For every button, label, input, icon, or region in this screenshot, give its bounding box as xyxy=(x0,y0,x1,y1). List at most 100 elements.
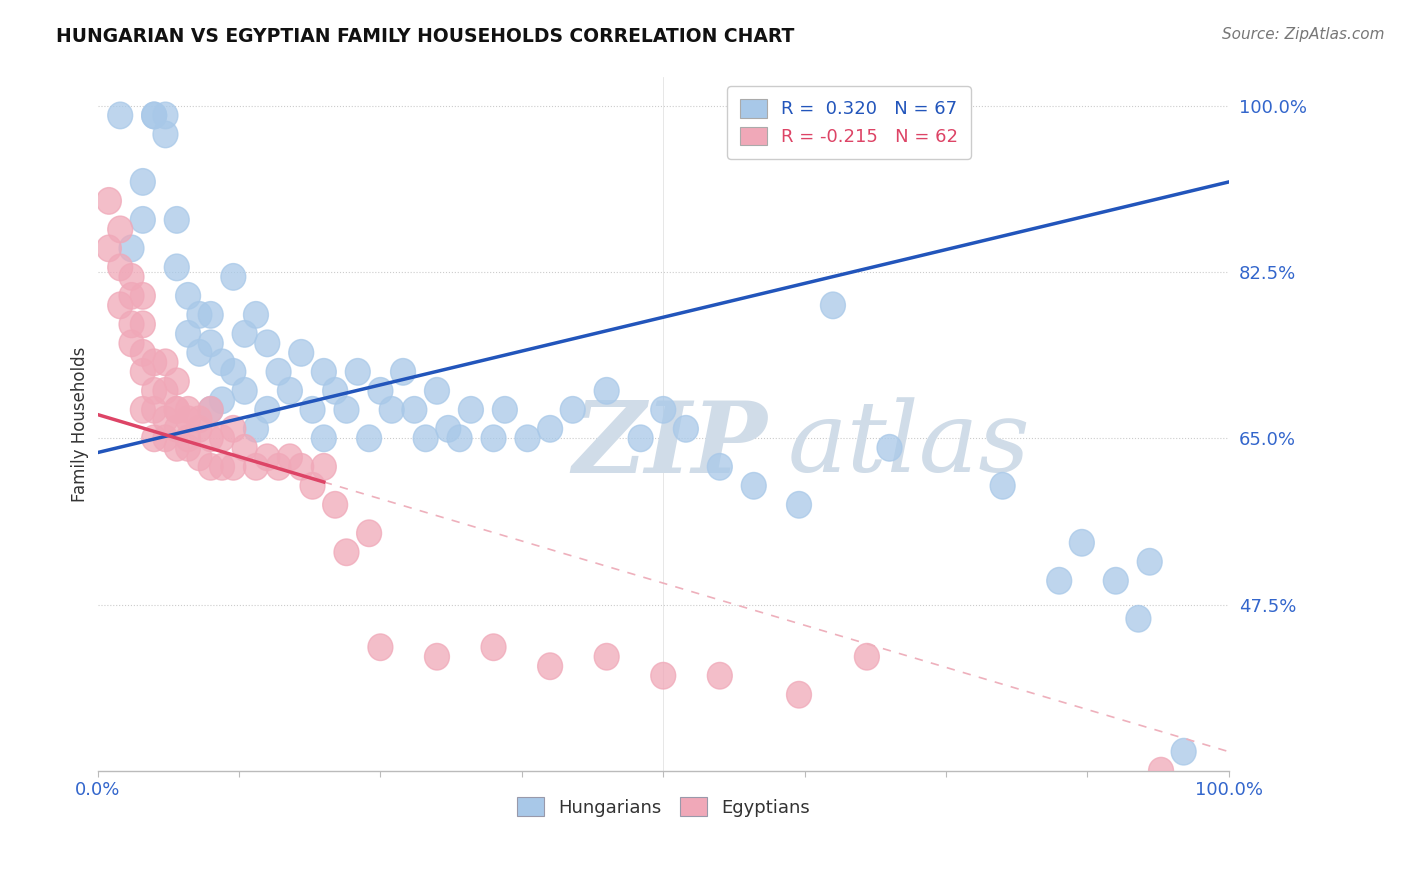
Ellipse shape xyxy=(651,663,676,689)
Ellipse shape xyxy=(187,416,212,442)
Ellipse shape xyxy=(481,425,506,451)
Ellipse shape xyxy=(142,425,166,451)
Ellipse shape xyxy=(165,397,190,423)
Ellipse shape xyxy=(165,368,190,394)
Text: atlas: atlas xyxy=(787,397,1031,492)
Ellipse shape xyxy=(209,387,235,414)
Ellipse shape xyxy=(142,102,166,128)
Ellipse shape xyxy=(425,377,450,404)
Ellipse shape xyxy=(380,397,404,423)
Ellipse shape xyxy=(323,377,347,404)
Ellipse shape xyxy=(1126,606,1152,632)
Ellipse shape xyxy=(209,349,235,376)
Ellipse shape xyxy=(187,340,212,366)
Ellipse shape xyxy=(131,283,155,310)
Ellipse shape xyxy=(821,292,845,318)
Ellipse shape xyxy=(515,425,540,451)
Ellipse shape xyxy=(176,434,201,461)
Ellipse shape xyxy=(1137,549,1163,575)
Ellipse shape xyxy=(176,283,201,310)
Ellipse shape xyxy=(311,425,336,451)
Ellipse shape xyxy=(176,425,201,451)
Ellipse shape xyxy=(391,359,416,385)
Text: HUNGARIAN VS EGYPTIAN FAMILY HOUSEHOLDS CORRELATION CHART: HUNGARIAN VS EGYPTIAN FAMILY HOUSEHOLDS … xyxy=(56,27,794,45)
Y-axis label: Family Households: Family Households xyxy=(72,346,89,502)
Ellipse shape xyxy=(187,406,212,433)
Ellipse shape xyxy=(221,416,246,442)
Ellipse shape xyxy=(187,444,212,471)
Ellipse shape xyxy=(153,349,179,376)
Ellipse shape xyxy=(425,643,450,670)
Ellipse shape xyxy=(131,397,155,423)
Ellipse shape xyxy=(436,416,461,442)
Ellipse shape xyxy=(221,453,246,480)
Ellipse shape xyxy=(243,416,269,442)
Ellipse shape xyxy=(673,416,699,442)
Ellipse shape xyxy=(153,377,179,404)
Ellipse shape xyxy=(537,416,562,442)
Ellipse shape xyxy=(142,349,166,376)
Ellipse shape xyxy=(131,207,155,233)
Ellipse shape xyxy=(176,406,201,433)
Ellipse shape xyxy=(266,453,291,480)
Ellipse shape xyxy=(120,283,143,310)
Ellipse shape xyxy=(120,263,143,290)
Ellipse shape xyxy=(108,102,132,128)
Ellipse shape xyxy=(277,444,302,471)
Ellipse shape xyxy=(153,102,179,128)
Ellipse shape xyxy=(120,235,143,261)
Ellipse shape xyxy=(323,491,347,518)
Ellipse shape xyxy=(707,663,733,689)
Ellipse shape xyxy=(198,453,224,480)
Ellipse shape xyxy=(595,377,619,404)
Ellipse shape xyxy=(288,340,314,366)
Ellipse shape xyxy=(877,434,903,461)
Ellipse shape xyxy=(153,121,179,148)
Ellipse shape xyxy=(176,397,201,423)
Legend: Hungarians, Egyptians: Hungarians, Egyptians xyxy=(509,790,817,824)
Ellipse shape xyxy=(458,397,484,423)
Ellipse shape xyxy=(243,453,269,480)
Ellipse shape xyxy=(198,397,224,423)
Ellipse shape xyxy=(142,377,166,404)
Ellipse shape xyxy=(165,416,190,442)
Ellipse shape xyxy=(402,397,427,423)
Ellipse shape xyxy=(97,235,121,261)
Ellipse shape xyxy=(299,397,325,423)
Ellipse shape xyxy=(232,434,257,461)
Ellipse shape xyxy=(209,453,235,480)
Ellipse shape xyxy=(481,634,506,661)
Ellipse shape xyxy=(413,425,439,451)
Ellipse shape xyxy=(120,311,143,338)
Ellipse shape xyxy=(142,102,166,128)
Ellipse shape xyxy=(1070,530,1094,556)
Ellipse shape xyxy=(357,425,381,451)
Ellipse shape xyxy=(741,473,766,500)
Ellipse shape xyxy=(335,539,359,566)
Ellipse shape xyxy=(595,643,619,670)
Ellipse shape xyxy=(277,377,302,404)
Ellipse shape xyxy=(108,216,132,243)
Ellipse shape xyxy=(855,643,879,670)
Ellipse shape xyxy=(311,359,336,385)
Ellipse shape xyxy=(357,520,381,547)
Ellipse shape xyxy=(537,653,562,680)
Ellipse shape xyxy=(254,397,280,423)
Ellipse shape xyxy=(311,453,336,480)
Ellipse shape xyxy=(198,301,224,328)
Ellipse shape xyxy=(131,311,155,338)
Ellipse shape xyxy=(131,340,155,366)
Ellipse shape xyxy=(209,425,235,451)
Ellipse shape xyxy=(628,425,652,451)
Ellipse shape xyxy=(707,453,733,480)
Ellipse shape xyxy=(1047,567,1071,594)
Ellipse shape xyxy=(651,397,676,423)
Ellipse shape xyxy=(131,359,155,385)
Ellipse shape xyxy=(108,254,132,281)
Ellipse shape xyxy=(561,397,585,423)
Ellipse shape xyxy=(254,444,280,471)
Ellipse shape xyxy=(153,425,179,451)
Ellipse shape xyxy=(786,681,811,708)
Ellipse shape xyxy=(243,301,269,328)
Ellipse shape xyxy=(368,377,392,404)
